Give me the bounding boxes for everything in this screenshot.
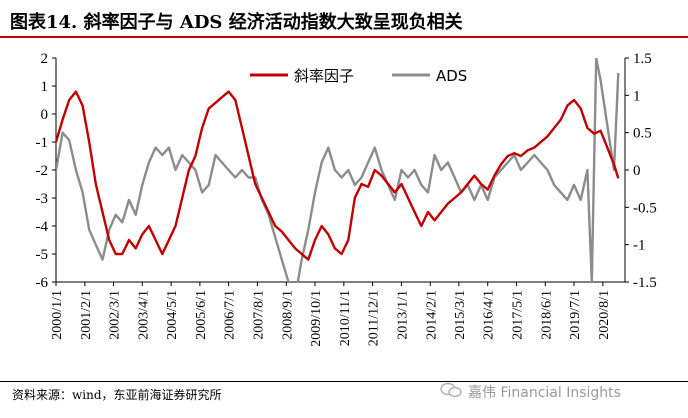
left-tick-label: -1 — [36, 135, 49, 151]
x-tick-label: 2010/11/1 — [338, 290, 353, 346]
left-tick-label: -5 — [36, 247, 49, 263]
x-tick-label: 2001/2/1 — [79, 290, 94, 340]
x-tick-label: 2019/7/1 — [568, 290, 583, 340]
right-tick-label: 1 — [633, 88, 641, 104]
x-tick-label: 2016/4/1 — [482, 290, 497, 340]
x-tick-label: 2007/8/1 — [251, 290, 266, 340]
x-tick-label: 2003/4/1 — [136, 290, 151, 340]
right-tick-label: 0 — [633, 163, 641, 179]
x-tick-label: 2018/6/1 — [539, 290, 554, 340]
x-tick-label: 2005/6/1 — [194, 290, 209, 340]
dual-axis-line-chart: -6 -5 -4 -3 -2 -1 0 1 2 -1.5 -1 -0.5 0 0.5 1 1.5 2000/1/… — [36, 51, 657, 347]
x-tick-label: 2013/1/1 — [395, 290, 410, 340]
right-tick-label: 0.5 — [633, 126, 652, 142]
source-rule — [0, 381, 688, 382]
slope-factor-series-line — [56, 90, 620, 261]
x-tick-label: 2020/8/1 — [597, 290, 612, 340]
x-tick-label: 2000/1/1 — [50, 290, 65, 340]
figure-header: 图表14. 斜率因子与 ADS 经济活动指数大致呈现负相关 — [0, 0, 688, 40]
x-tick-label: 2014/2/1 — [424, 290, 439, 340]
x-tick-label: 2009/10/1 — [309, 290, 324, 347]
source-note: 资料来源：wind，东亚前海证券研究所 — [12, 388, 222, 402]
right-tick-label: -1.5 — [633, 275, 657, 291]
right-tick-label: 1.5 — [633, 51, 652, 67]
watermark-text: 嘉伟 Financial Insights — [468, 385, 621, 401]
x-tick-label: 2004/5/1 — [165, 290, 180, 340]
watermark: 嘉伟 Financial Insights — [440, 380, 680, 402]
left-tick-label: 0 — [41, 107, 49, 123]
left-tick-label: -6 — [36, 275, 49, 291]
chart-axes: -6 -5 -4 -3 -2 -1 0 1 2 -1.5 -1 -0.5 0 0.5 1 1.5 2000/1/… — [36, 51, 657, 347]
series-layer — [56, 58, 620, 282]
left-tick-label: 1 — [41, 79, 49, 95]
left-tick-label: -3 — [36, 191, 49, 207]
left-tick-label: 2 — [41, 51, 49, 67]
x-tick-label: 2017/5/1 — [510, 290, 525, 340]
title-rule — [0, 36, 688, 38]
x-tick-label: 2015/3/1 — [453, 290, 468, 340]
left-tick-label: -4 — [36, 219, 49, 235]
x-tick-label: 2006/7/1 — [223, 290, 238, 340]
x-tick-label: 2011/12/1 — [367, 290, 382, 346]
chart-legend: 斜率因子 ADS — [250, 67, 467, 85]
wechat-icon — [440, 382, 462, 398]
x-tick-label: 2008/9/1 — [280, 290, 295, 340]
figure-title: 图表14. 斜率因子与 ADS 经济活动指数大致呈现负相关 — [10, 12, 463, 33]
legend-label: 斜率因子 — [294, 67, 354, 85]
right-tick-label: -1 — [633, 238, 646, 254]
x-tick-label: 2002/3/1 — [107, 290, 122, 340]
legend-label: ADS — [436, 67, 467, 85]
left-tick-label: -2 — [36, 163, 49, 179]
ads-series-line — [56, 58, 620, 282]
right-tick-label: -0.5 — [633, 200, 657, 216]
